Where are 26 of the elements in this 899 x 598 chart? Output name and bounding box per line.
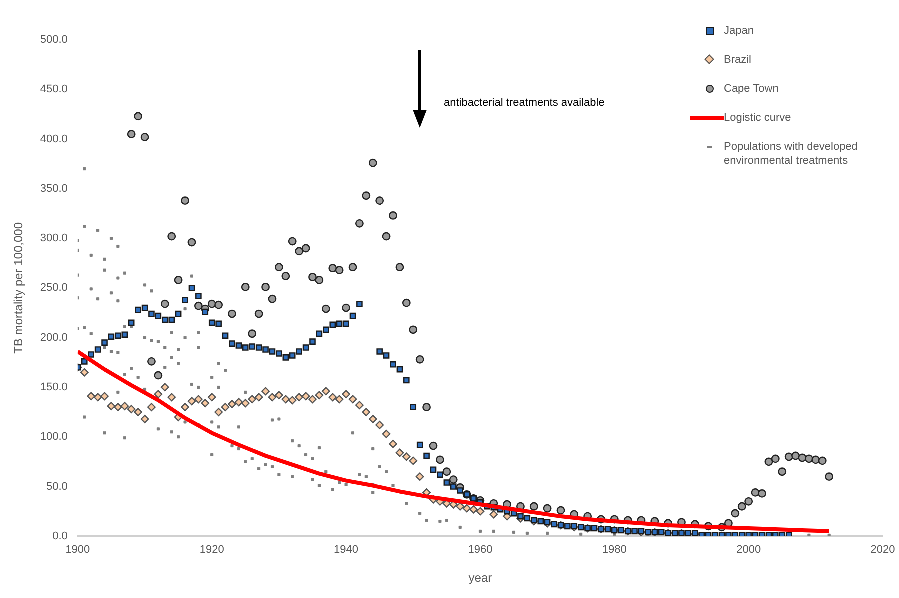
x-axis-title: year <box>468 571 492 586</box>
y-tick-label: 300.0 <box>40 232 68 245</box>
y-tick-label: 0.0 <box>52 530 68 542</box>
y-tick-label: 250.0 <box>40 282 68 294</box>
y-tick-label: 350.0 <box>40 182 68 195</box>
x-tick-label: 1980 <box>602 544 627 556</box>
legend-label: Cape Town <box>724 82 779 96</box>
x-tick-label: 2000 <box>736 544 762 556</box>
x-tick-label: 1940 <box>334 544 359 556</box>
y-tick-label: 150.0 <box>40 382 68 394</box>
legend-label: Logistic curve <box>724 111 792 125</box>
y-tick-label: 500.0 <box>40 34 68 46</box>
y-tick-label: 100.0 <box>40 431 68 444</box>
annotation: antibacterial treatments available <box>444 97 605 110</box>
y-tick-label: 200.0 <box>40 332 68 344</box>
x-tick-label: 2020 <box>870 544 896 556</box>
y-tick-label: 50.0 <box>46 480 68 493</box>
y-axis-title: TB mortality per 100,000 <box>12 222 26 354</box>
x-tick-label: 1960 <box>468 544 493 556</box>
legend-label: Populations with developed environmental treatments <box>724 140 859 168</box>
x-tick-label: 1900 <box>66 544 90 556</box>
legend-label: Brazil <box>724 53 752 67</box>
y-tick-label: 400.0 <box>40 133 68 146</box>
x-tick-label: 1920 <box>200 544 224 556</box>
legend-label: Japan <box>724 24 754 38</box>
y-tick-label: 450.0 <box>40 84 68 96</box>
